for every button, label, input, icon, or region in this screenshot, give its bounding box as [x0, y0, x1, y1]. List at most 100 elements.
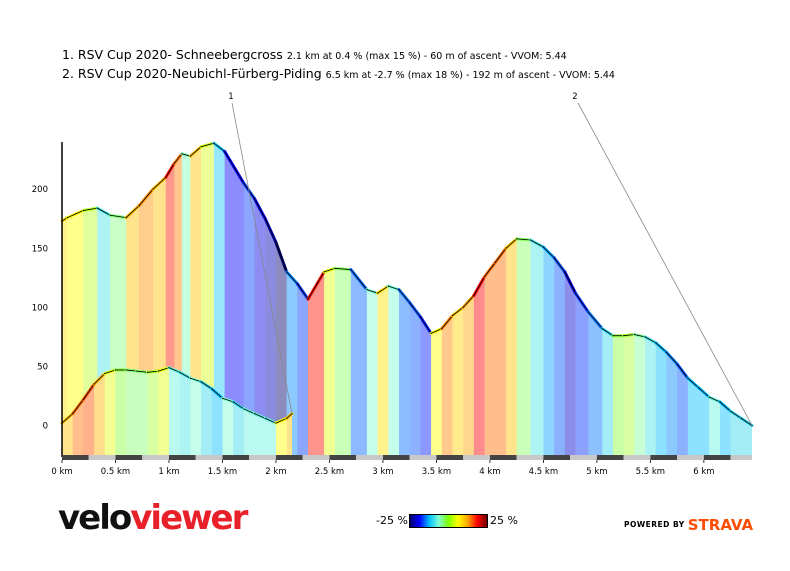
gradient-band — [67, 143, 84, 455]
profile-line — [564, 271, 576, 294]
gradient-band — [388, 143, 400, 455]
profile-point — [451, 315, 454, 317]
gradient-band — [233, 143, 245, 455]
profile-line — [275, 418, 287, 424]
profile-line — [323, 268, 335, 273]
gradient-band — [243, 143, 256, 455]
x-axis-bar-segment — [730, 455, 752, 460]
profile-line — [213, 142, 225, 152]
gradient-band — [158, 367, 170, 455]
profile-point — [430, 332, 432, 334]
y-tick-label: 100 — [32, 303, 48, 313]
gradient-band — [588, 143, 603, 455]
profile-point — [72, 413, 74, 415]
profile-point — [323, 271, 325, 273]
profile-point — [655, 342, 657, 344]
profile-point — [189, 377, 191, 379]
y-tick-label: 50 — [37, 362, 48, 372]
profile-point — [441, 328, 443, 330]
gradient-band — [104, 367, 117, 455]
gradient-band — [655, 143, 668, 455]
gradient-band — [431, 143, 443, 455]
x-tick-label: 1 km — [158, 467, 179, 477]
gradient-band — [452, 143, 464, 455]
x-axis-bar-segment — [409, 455, 437, 460]
gradient-band — [233, 367, 245, 455]
profile-line — [72, 399, 84, 414]
profile-point — [334, 267, 336, 269]
gradient-band — [543, 143, 555, 455]
gradient-band — [286, 143, 298, 455]
gradient-band — [698, 143, 710, 455]
gradient-band — [126, 367, 138, 455]
gradient-band — [398, 143, 411, 455]
gradient-band — [275, 143, 288, 455]
profile-line — [398, 289, 410, 303]
x-tick-label: 0.5 km — [101, 467, 130, 477]
profile-point — [224, 150, 226, 153]
profile-line — [147, 370, 159, 373]
gradient-band — [741, 143, 752, 455]
gradient-band — [463, 143, 475, 455]
x-axis-bar-segment — [436, 455, 464, 460]
profile-point — [104, 372, 106, 375]
segment-2-marker-label: 2 — [572, 92, 577, 102]
profile-line — [494, 248, 507, 263]
powered-by-text: POWERED BY — [624, 520, 685, 529]
x-axis-bar-segment — [570, 455, 597, 460]
profile-line — [377, 285, 389, 294]
gradient-band — [94, 367, 106, 455]
profile-point — [125, 369, 127, 371]
profile-point — [181, 153, 183, 155]
profile-line — [484, 262, 496, 277]
profile-point — [587, 311, 589, 313]
profile-point — [109, 214, 111, 216]
x-axis-bar — [62, 455, 752, 460]
x-tick-label: 3 km — [372, 467, 393, 477]
x-axis-bar-segment — [463, 455, 490, 460]
profile-point — [419, 316, 421, 318]
profile-line — [125, 205, 140, 218]
profile-point — [253, 413, 256, 415]
profile-line — [334, 267, 351, 270]
x-axis-bar-segment — [543, 455, 571, 460]
profile-point — [165, 176, 167, 179]
profile-point — [200, 381, 202, 383]
profile-point — [114, 369, 117, 371]
profile-line — [286, 271, 298, 285]
profile-line — [152, 177, 167, 190]
profile-line — [676, 363, 689, 379]
gradient-band — [136, 367, 149, 455]
gradient-band — [350, 143, 368, 455]
profile-point — [296, 283, 298, 285]
gradient-band — [377, 143, 389, 455]
profile-point — [516, 238, 518, 240]
y-tick-label: 150 — [32, 244, 48, 254]
profile-line — [505, 238, 517, 249]
profile-line — [388, 285, 400, 291]
profile-line — [698, 387, 710, 398]
gradient-band — [612, 143, 625, 455]
x-axis-bar-segment — [88, 455, 116, 460]
gradient-band — [366, 143, 379, 455]
profile-point — [505, 247, 507, 249]
profile-line — [211, 388, 223, 399]
profile-line — [297, 283, 309, 300]
profile-point — [93, 383, 95, 385]
x-axis-bar-segment — [596, 455, 624, 460]
profile-point — [307, 298, 309, 300]
x-axis-bar-segment — [62, 455, 89, 460]
profile-point — [82, 209, 84, 212]
x-axis-bar-segment — [677, 455, 704, 460]
profile-line — [254, 198, 266, 219]
profile-line — [575, 292, 589, 313]
gradient-band — [168, 367, 181, 455]
profile-line — [452, 307, 464, 316]
gradient-band — [505, 143, 518, 455]
profile-line — [462, 295, 475, 308]
profile-line — [224, 151, 234, 166]
x-tick-label: 4.5 km — [529, 467, 558, 477]
profile-point — [275, 422, 277, 424]
profile-line — [516, 238, 531, 241]
